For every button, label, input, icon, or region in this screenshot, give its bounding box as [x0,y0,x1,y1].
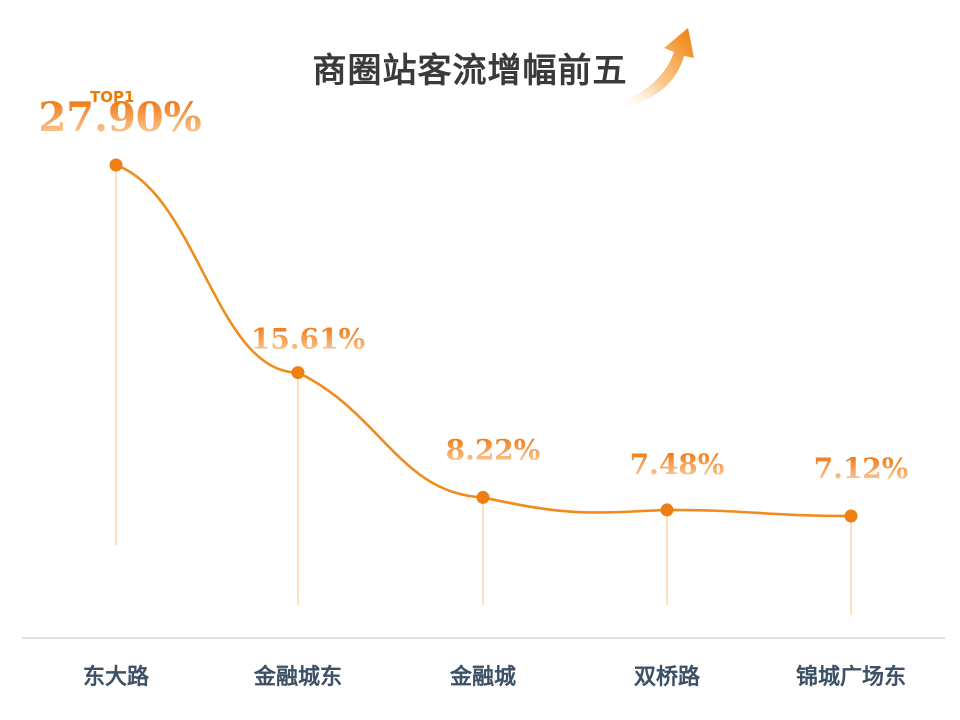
data-point [660,503,674,517]
drop-lines [115,165,852,615]
value-label: 27.90% [38,94,201,141]
category-label: 金融城 [449,664,516,690]
chart-title: 商圈站客流增幅前五 [313,51,628,91]
value-label: 8.22% [446,433,541,466]
data-point [291,366,305,380]
category-labels: 东大路 金融城东 金融城 双桥路 锦城广场东 [83,664,906,690]
category-label: 金融城东 [253,664,342,690]
data-point [476,490,490,504]
category-label: 东大路 [83,664,150,690]
value-labels: 27.90% 15.61% 8.22% 7.48% 7.12% [38,94,908,485]
data-point [109,158,123,172]
trend-arrow-icon [618,28,694,110]
data-point [844,509,858,523]
value-label: 7.12% [814,452,909,485]
value-label: 7.48% [630,448,725,481]
category-label: 双桥路 [634,664,701,690]
value-label: 15.61% [251,323,365,356]
category-label: 锦城广场东 [796,664,906,690]
top-badge: TOP1 [90,88,134,106]
data-points [109,158,858,523]
series-line [115,163,852,518]
